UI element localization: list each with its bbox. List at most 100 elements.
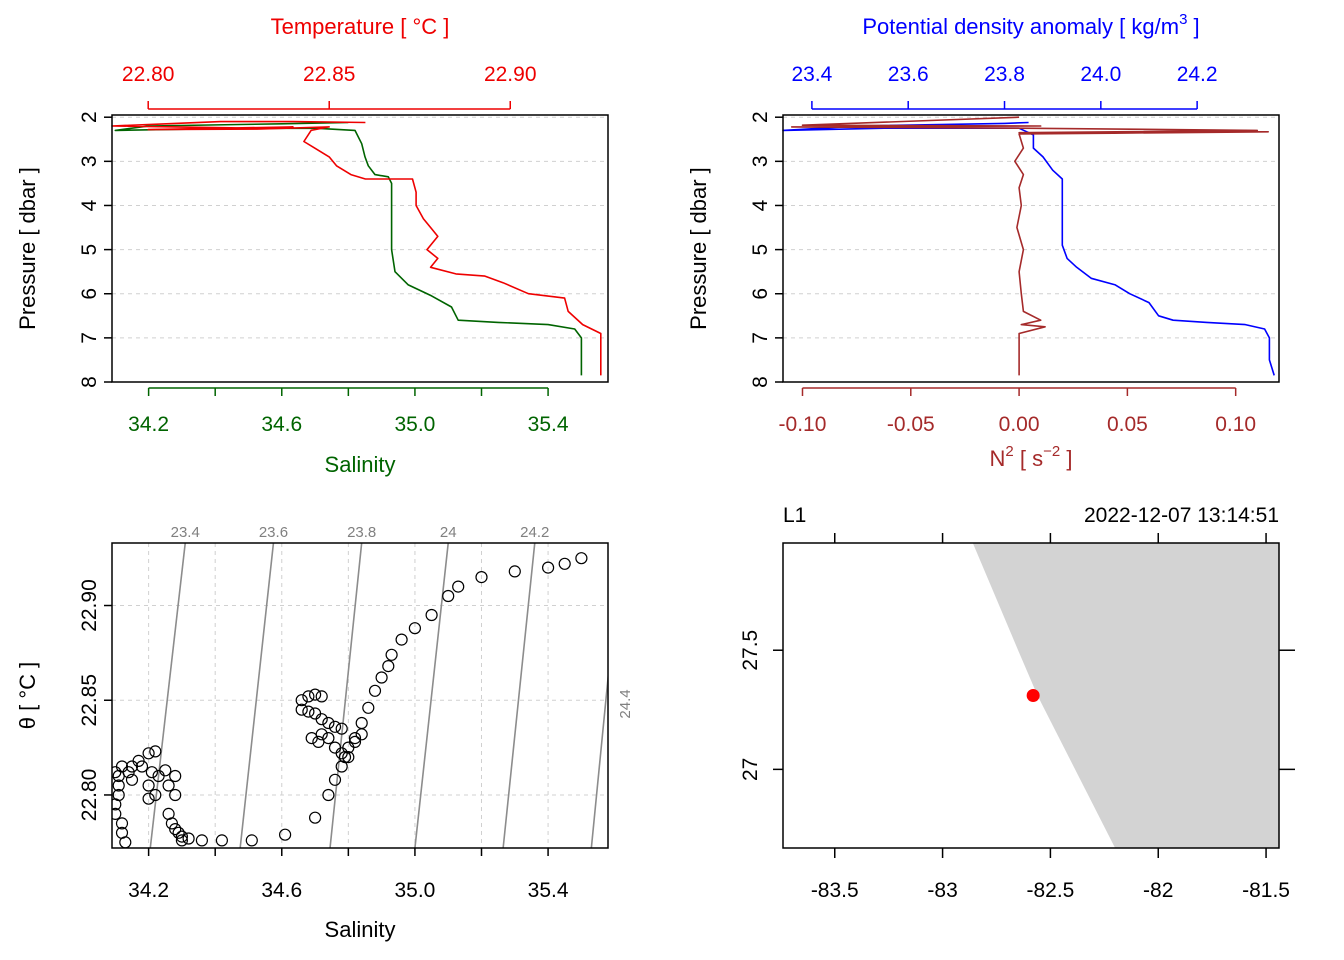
data-point [475, 570, 488, 584]
data-point [112, 807, 122, 820]
bottom-axis-label: Salinity [325, 452, 396, 477]
data-point [169, 788, 182, 802]
y-tick-label: 22.80 [78, 769, 101, 822]
data-point [142, 792, 155, 805]
bottom-tick-label: 35.4 [528, 413, 569, 436]
data-point [322, 716, 335, 730]
y-axis-label: θ [ °C ] [15, 662, 40, 729]
y-tick-label: 8 [78, 376, 101, 388]
isopycnal-label: 24 [440, 524, 457, 541]
data-point [142, 779, 155, 792]
bottom-tick-label: -0.05 [887, 413, 935, 436]
data-point [125, 773, 139, 786]
top-axis-label-main: Potential density anomaly [ kg/m [862, 14, 1179, 39]
data-point [182, 832, 195, 845]
data-point [145, 766, 158, 779]
x-tick-label: -83 [927, 879, 957, 902]
y-tick-label: 7 [78, 332, 101, 344]
bottom-tick-label: 35.0 [394, 413, 435, 436]
x-tick-label: 35.4 [528, 879, 569, 902]
data-point [149, 788, 162, 802]
ts-diagram-panel: 23.4 23.6 23.8 24 24.2 24.4 34.2 34.6 35.0 35.4 Sa… [15, 524, 634, 942]
timestamp-label: 2022-12-07 13:14:51 [1084, 504, 1279, 527]
data-point [135, 760, 149, 773]
data-point [385, 648, 398, 661]
top-axis-label: Temperature [ °C ] [271, 14, 450, 39]
data-point [348, 731, 362, 745]
data-point [355, 716, 368, 730]
bottom-axis-label-suffix: ] [1060, 446, 1072, 471]
isopycnal-group [149, 543, 608, 848]
data-point [335, 747, 348, 760]
data-point [452, 580, 465, 593]
data-point [328, 720, 342, 733]
y-tick-label: 22.85 [78, 674, 101, 727]
y-tick-label: 22.90 [78, 579, 101, 632]
data-point [395, 633, 408, 646]
data-point [309, 811, 322, 824]
y-tick-label: 5 [749, 244, 772, 256]
bottom-tick-label: 34.2 [128, 413, 169, 436]
x-tick-label: 34.2 [128, 879, 169, 902]
top-axis-label: Potential density anomaly [ kg/m3 ] [862, 11, 1199, 39]
data-point [508, 565, 521, 578]
isopycnal-line [329, 543, 363, 848]
density-profile-frame [782, 114, 1280, 383]
data-point [362, 701, 375, 714]
y-tick-label: 27 [739, 758, 762, 781]
data-point [375, 671, 388, 684]
bottom-axis-label: N2 [ s−2 ] [990, 443, 1073, 471]
top-tick-label: 24.0 [1080, 63, 1121, 86]
data-point [425, 608, 438, 622]
data-point [162, 779, 175, 792]
isopycnal-line [239, 543, 275, 848]
data-point [312, 735, 325, 749]
isopycnal-label: 24.4 [617, 689, 634, 718]
density-n2-profile-panel: 2 3 4 5 6 7 8 Pressure [ dbar ] 23.4 23.6 23.8 24.0… [686, 11, 1280, 471]
isopycnal-label: 23.8 [347, 524, 376, 541]
n2-line [790, 116, 1269, 376]
data-point [119, 836, 132, 848]
data-point [279, 828, 292, 841]
y-tick-label: 3 [749, 155, 772, 167]
data-point [309, 707, 322, 720]
data-point [245, 834, 258, 847]
data-point [172, 826, 185, 839]
top-tick-label: 22.85 [303, 63, 356, 86]
x-tick-label: -82 [1143, 879, 1173, 902]
data-point [159, 764, 172, 777]
isopycnal-line [149, 543, 187, 848]
y-tick-label: 2 [78, 111, 101, 123]
y-axis-label: Pressure [ dbar ] [15, 167, 40, 330]
top-tick-label: 23.8 [984, 63, 1025, 86]
ts-diagram-frame [111, 542, 609, 849]
data-point [115, 760, 129, 773]
data-point [215, 834, 228, 847]
map-frame [782, 542, 1280, 849]
top-tick-label: 24.2 [1177, 63, 1218, 86]
data-point [169, 769, 182, 783]
data-point [575, 552, 588, 565]
station-label: L1 [783, 504, 806, 527]
x-axis-label: Salinity [325, 917, 396, 942]
data-point [328, 773, 342, 786]
data-point [175, 834, 188, 847]
top-tick-label: 22.90 [484, 63, 537, 86]
data-point [112, 779, 125, 792]
y-tick-label: 6 [749, 288, 772, 300]
temperature-line [111, 120, 602, 376]
data-point [355, 728, 368, 741]
bottom-axis-label-sup: 2 [1005, 443, 1013, 460]
bottom-axis-label-units: [ s [1014, 446, 1043, 471]
data-point [315, 713, 328, 726]
ts-profile-frame [111, 114, 609, 383]
data-point [149, 745, 162, 758]
y-tick-label: 6 [78, 288, 101, 300]
land-polygon [972, 543, 1279, 848]
data-point [322, 788, 335, 802]
data-point [348, 735, 362, 749]
isopycnal-line [502, 543, 536, 848]
bottom-axis-label-units-sup: −2 [1043, 443, 1060, 460]
isopycnal-label: 24.2 [520, 524, 549, 541]
